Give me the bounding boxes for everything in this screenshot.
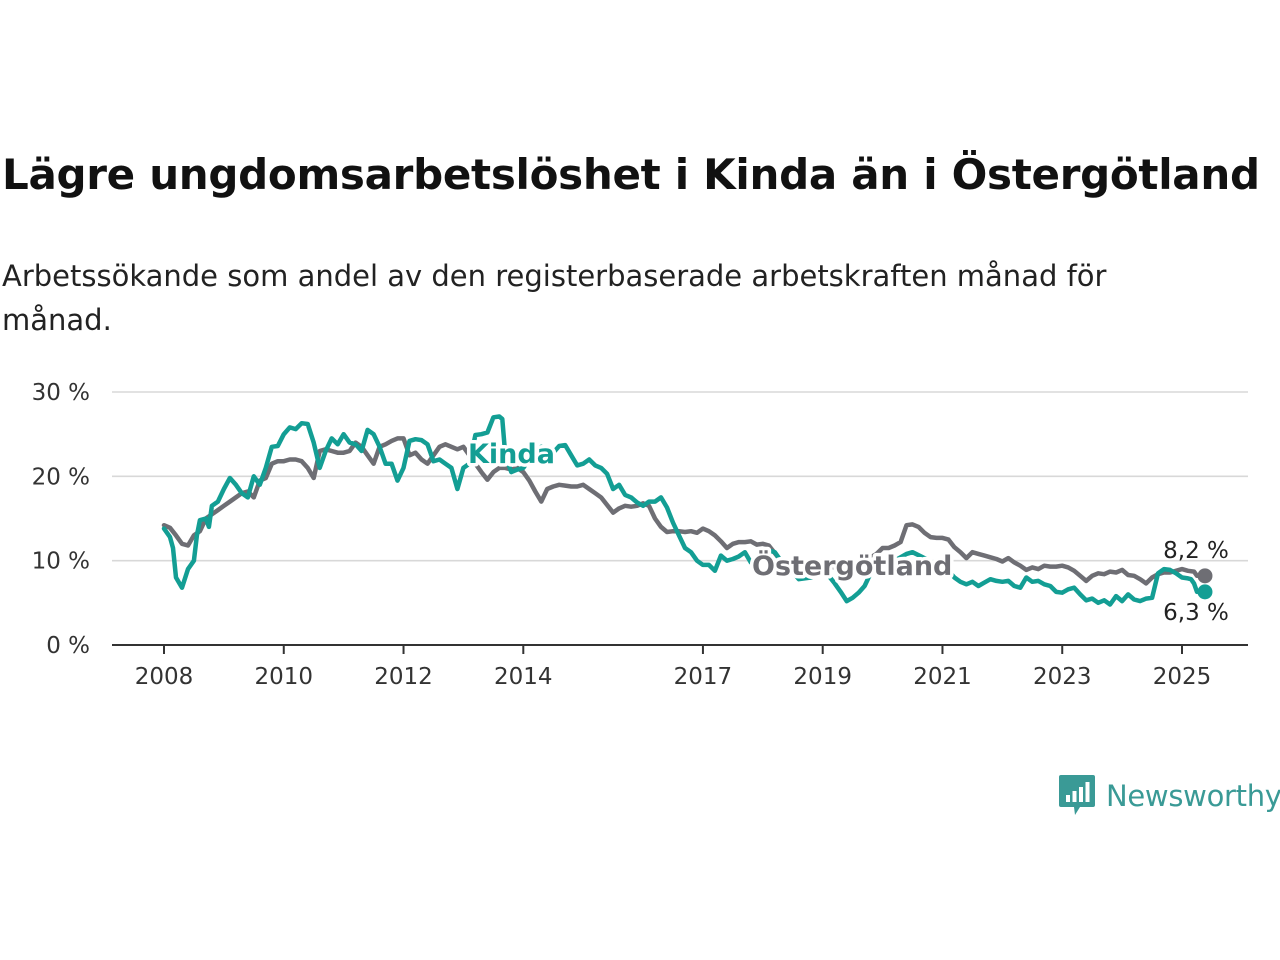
x-tick-label: 2023	[1033, 664, 1092, 690]
series-lines	[161, 414, 1213, 607]
series-label-kinda: Kinda	[468, 439, 555, 470]
newsworthy-logo-icon	[1059, 775, 1095, 815]
y-tick-label: 10 %	[32, 549, 90, 575]
y-tick-label: 0 %	[46, 633, 90, 659]
series-end-point--sterg-tland	[1197, 568, 1213, 584]
x-tick-label: 2010	[254, 664, 313, 690]
end-value-label-ostergotland: 8,2 %	[1163, 538, 1229, 564]
x-tick-label: 2017	[674, 664, 733, 690]
y-tick-label: 30 %	[32, 380, 90, 406]
chart-title: Lägre ungdomsarbetslöshet i Kinda än i Ö…	[2, 150, 1260, 199]
x-axis-ticks: 2008 2010 2012 2014 2017 2019 2021 2023 2025	[135, 645, 1212, 690]
y-tick-label: 20 %	[32, 464, 90, 490]
x-tick-label: 2012	[374, 664, 433, 690]
x-tick-label: 2019	[793, 664, 852, 690]
end-value-label-kinda: 6,3 %	[1163, 600, 1229, 626]
gridlines	[112, 391, 1248, 562]
series-labels: Kinda Östergötland 8,2 % 6,3 %	[465, 436, 1229, 627]
brand-logo: Newsworthy	[1058, 772, 1280, 820]
y-axis-ticks: 0 % 10 % 20 % 30 %	[32, 380, 90, 659]
x-tick-label: 2014	[494, 664, 553, 690]
chart-subtitle: Arbetssökande som andel av den registerb…	[2, 259, 1107, 337]
x-tick-label: 2021	[913, 664, 972, 690]
series-line-kinda	[161, 414, 1200, 607]
x-tick-label: 2025	[1153, 664, 1212, 690]
series-end-point-kinda	[1197, 584, 1213, 600]
line-chart: 0 % 10 % 20 % 30 % 2008 2010 2012 2014 2017 2019…	[32, 380, 1248, 690]
x-tick-label: 2008	[135, 664, 194, 690]
series-label-ostergotland: Östergötland	[752, 549, 952, 582]
brand-name: Newsworthy	[1106, 779, 1280, 813]
